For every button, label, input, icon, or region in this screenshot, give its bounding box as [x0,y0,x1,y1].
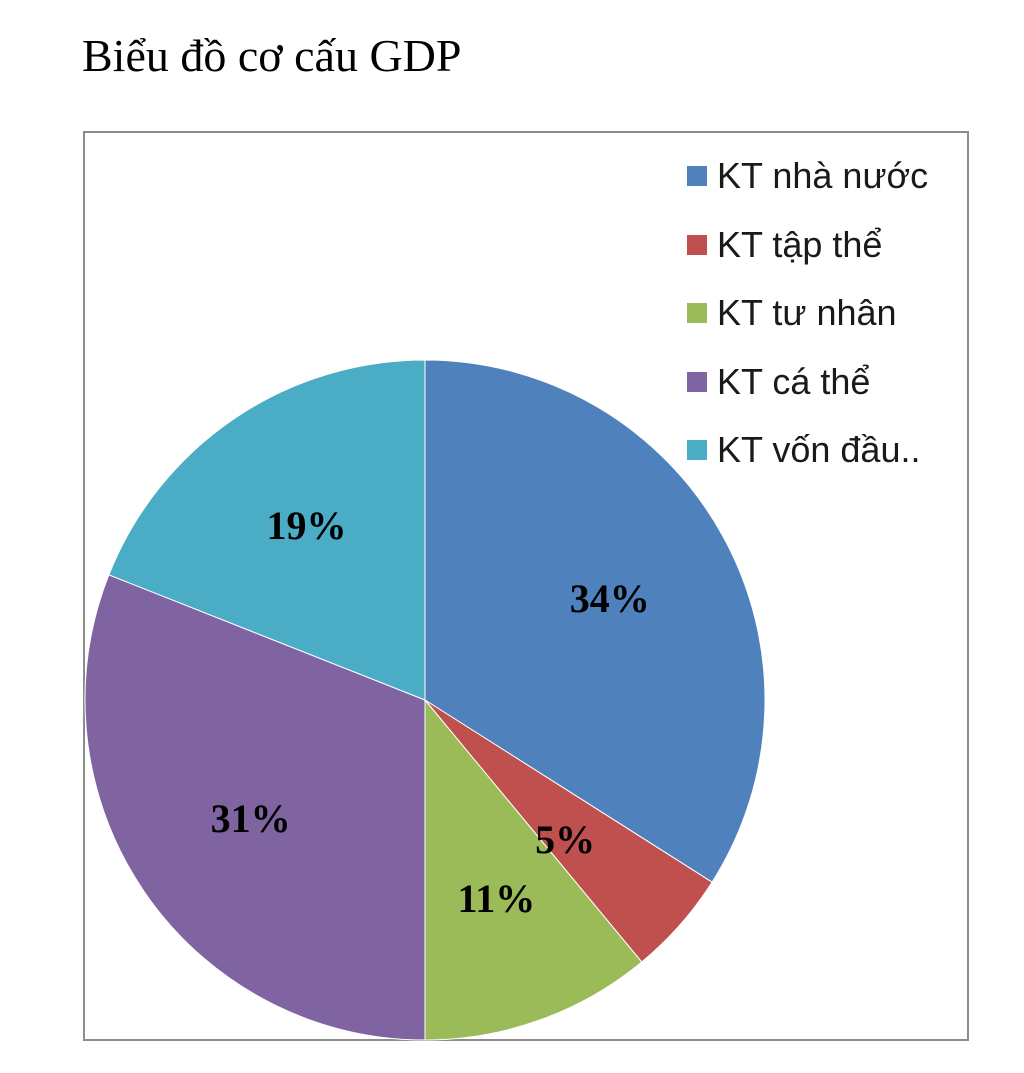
legend-label: KT vốn đầu.. [717,429,921,471]
pie-slice-3 [424,698,643,1041]
slice-value-label: 5% [535,817,595,862]
pie-slice-5 [108,359,426,701]
pie-slice-labels: 34% 5% 11% 31% 19% [211,503,650,921]
legend-item: KT vốn đầu.. [687,416,928,485]
legend-item: KT cá thể [687,348,928,417]
chart-legend: KT nhà nước KT tập thể KT tư nhân KT cá thể… [687,142,928,485]
pie-slice-4 [84,574,426,1041]
legend-swatch [687,234,707,255]
legend-swatch [687,371,707,392]
slice-value-label: 31% [211,796,291,841]
pie-slice-1 [424,359,766,883]
legend-swatch [687,166,707,187]
slice-value-label: 19% [267,503,347,548]
document-heading: Biểu đồ cơ cấu GDP [82,30,462,81]
legend-label: KT nhà nước [717,155,929,197]
legend-label: KT tư nhân [717,292,897,334]
legend-label: KT tập thể [717,223,883,265]
slice-value-label: 11% [458,876,536,921]
legend-item: KT tư nhân [687,279,928,348]
legend-swatch [687,440,707,461]
legend-item: KT nhà nước [687,142,928,211]
legend-label: KT cá thể [717,360,871,402]
pie-slices [84,359,766,1041]
slice-value-label: 34% [570,576,650,621]
legend-item: KT tập thể [687,211,928,280]
legend-swatch [687,303,707,324]
